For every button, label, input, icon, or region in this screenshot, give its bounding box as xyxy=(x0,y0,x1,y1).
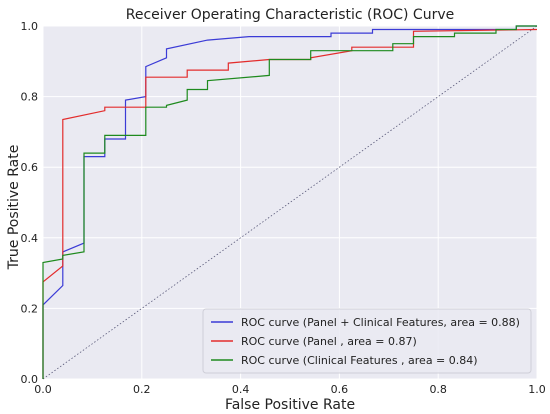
x-tick-label: 0.8 xyxy=(429,383,447,396)
x-axis-label: False Positive Rate xyxy=(225,397,355,413)
x-tick-label: 0.2 xyxy=(133,383,151,396)
x-tick-label: 0.6 xyxy=(331,383,349,396)
legend-entry-label: ROC curve (Clinical Features , area = 0.… xyxy=(241,354,478,367)
y-tick-label: 0.6 xyxy=(21,161,39,174)
legend-entry-label: ROC curve (Panel + Clinical Features, ar… xyxy=(241,316,520,329)
roc-series-line-2 xyxy=(42,28,538,379)
y-axis-label: True Positive Rate xyxy=(6,145,22,271)
y-tick-label: 0.2 xyxy=(21,302,39,315)
y-tick-label: 0.0 xyxy=(21,373,39,386)
grid-lines xyxy=(42,25,538,380)
x-tick-label: 1.0 xyxy=(528,383,546,396)
roc-series-line-1 xyxy=(42,25,537,379)
x-tick-labels: 0.0 0.2 0.4 0.6 0.8 1.0 xyxy=(34,383,546,396)
legend-entry-label: ROC curve (Panel , area = 0.87) xyxy=(241,335,417,348)
legend: ROC curve (Panel + Clinical Features, ar… xyxy=(202,308,532,374)
y-tick-label: 1.0 xyxy=(21,20,39,33)
roc-series-line-3 xyxy=(42,25,537,379)
series-lines xyxy=(42,25,538,379)
y-tick-label: 0.4 xyxy=(21,232,39,245)
chart-title: Receiver Operating Characteristic (ROC) … xyxy=(126,7,455,23)
legend-box xyxy=(202,308,532,374)
y-tick-label: 0.8 xyxy=(21,91,39,104)
x-tick-label: 0.0 xyxy=(34,383,52,396)
y-tick-labels: 0.0 0.2 0.4 0.6 0.8 1.0 xyxy=(21,20,39,386)
x-tick-label: 0.4 xyxy=(232,383,250,396)
